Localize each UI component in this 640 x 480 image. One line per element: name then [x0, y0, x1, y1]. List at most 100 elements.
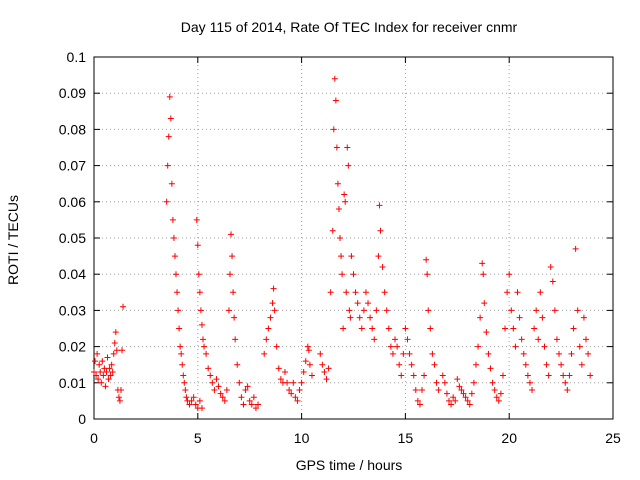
- data-point: [269, 300, 276, 307]
- data-point: [408, 361, 415, 368]
- data-point: [379, 263, 386, 270]
- data-point: [456, 383, 463, 390]
- data-point: [367, 314, 374, 321]
- data-point: [211, 387, 218, 394]
- data-point: [170, 235, 177, 241]
- data-point: [533, 307, 540, 314]
- data-point: [275, 365, 282, 372]
- data-point: [531, 325, 538, 332]
- data-point: [186, 401, 193, 408]
- data-point: [520, 350, 527, 357]
- data-point: [209, 379, 216, 386]
- data-point: [294, 397, 301, 404]
- data-point: [107, 372, 114, 379]
- data-point: [448, 401, 455, 408]
- data-point: [335, 206, 342, 213]
- data-point: [242, 387, 249, 394]
- data-point: [281, 368, 288, 375]
- data-point: [240, 401, 247, 408]
- data-point: [217, 390, 224, 397]
- data-point: [99, 358, 106, 365]
- data-point: [433, 379, 440, 386]
- data-point: [416, 401, 423, 408]
- y-tick-label: 0.02: [59, 339, 86, 355]
- chart-title: Day 115 of 2014, Rate Of TEC Index for r…: [181, 19, 518, 35]
- data-point: [373, 307, 380, 314]
- data-point: [288, 390, 295, 397]
- data-point: [454, 376, 461, 383]
- data-point: [560, 372, 567, 379]
- data-point: [231, 314, 238, 321]
- data-point: [558, 361, 565, 368]
- data-point: [196, 289, 203, 296]
- data-point: [98, 379, 105, 386]
- data-point: [580, 314, 587, 321]
- data-point: [356, 314, 363, 321]
- data-point: [205, 365, 212, 372]
- data-point: [177, 343, 184, 350]
- data-point: [215, 383, 222, 390]
- data-point: [338, 253, 345, 260]
- data-point: [396, 361, 403, 368]
- data-point: [100, 372, 107, 379]
- data-point: [345, 162, 352, 169]
- data-point: [464, 397, 471, 404]
- x-tick-label: 15: [398, 430, 414, 446]
- data-point: [188, 397, 195, 404]
- data-point: [518, 336, 525, 343]
- data-point: [499, 372, 506, 379]
- data-point: [425, 307, 432, 314]
- data-point: [514, 289, 521, 296]
- data-point: [337, 235, 344, 241]
- data-point: [190, 394, 197, 401]
- data-point: [323, 376, 330, 383]
- data-point: [182, 387, 189, 394]
- grid-lines: [94, 57, 613, 419]
- data-point: [508, 307, 515, 314]
- data-point: [308, 372, 315, 379]
- data-point: [265, 325, 272, 332]
- data-point: [365, 300, 372, 307]
- x-tick-label: 5: [194, 430, 202, 446]
- data-point: [468, 390, 475, 397]
- data-point: [450, 394, 457, 401]
- data-point: [304, 343, 311, 350]
- data-point: [545, 372, 552, 379]
- data-point: [169, 216, 176, 223]
- data-point: [229, 253, 236, 260]
- data-point: [495, 397, 502, 404]
- data-point: [183, 394, 190, 401]
- data-point: [346, 307, 353, 314]
- data-point: [402, 325, 409, 332]
- y-tick-label: 0.08: [59, 121, 86, 137]
- data-point: [221, 397, 228, 404]
- data-point: [284, 379, 291, 386]
- data-point: [369, 325, 376, 332]
- data-point: [383, 307, 390, 314]
- data-point: [226, 271, 233, 278]
- data-point: [174, 289, 181, 296]
- data-point: [435, 387, 442, 394]
- data-point: [321, 368, 328, 375]
- data-point: [375, 253, 382, 260]
- data-point: [296, 387, 303, 394]
- data-point: [329, 227, 336, 234]
- data-point: [116, 397, 123, 404]
- y-tick-label: 0.03: [59, 302, 86, 318]
- data-point: [570, 325, 577, 332]
- data-point: [493, 394, 500, 401]
- data-point: [343, 289, 350, 296]
- data-point: [427, 325, 434, 332]
- data-point: [219, 394, 226, 401]
- data-point: [376, 202, 383, 209]
- y-tick-label: 0: [78, 411, 86, 427]
- data-point: [385, 325, 392, 332]
- data-point: [176, 325, 183, 332]
- data-point: [387, 343, 394, 350]
- data-point: [423, 256, 430, 263]
- data-point: [290, 379, 297, 386]
- data-point: [472, 361, 479, 368]
- data-point: [477, 314, 484, 321]
- data-point: [232, 336, 239, 343]
- data-point: [192, 401, 199, 408]
